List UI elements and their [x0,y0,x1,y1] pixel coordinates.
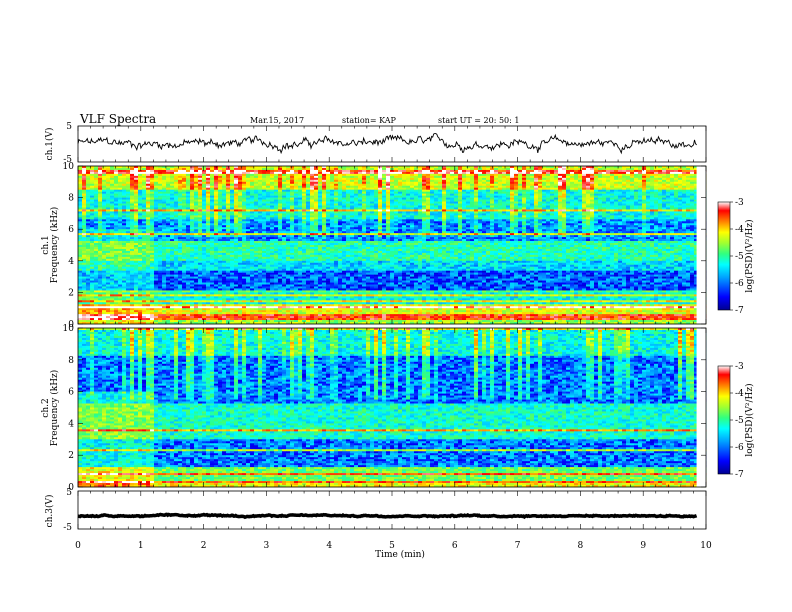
ch1-ytick-bottom: -5 [63,155,72,165]
ch3-waveform-ylabel: ch.3(V) [44,495,55,528]
time-tick-label: 1 [138,541,144,551]
station-text: station= KAP [342,116,397,125]
ch3-waveform-panel: 5 -5 ch.3(V) [44,488,707,533]
ch3-ytick-bottom: -5 [63,523,72,533]
freq-tick-label: 0 [68,483,74,493]
ch1-waveform-panel: 5 -5 ch.1(V) [44,122,707,165]
colorbar-tick-label: -5 [735,252,744,262]
freq-tick-label: 8 [68,194,74,204]
freq-tick-label: 8 [68,356,74,366]
ch2-colorbar [717,365,731,475]
colorbar-tick-label: -6 [735,443,744,453]
time-tick-label: 5 [389,541,395,551]
time-tick-label: 6 [452,541,458,551]
ch1-waveform-ylabel: ch.1(V) [44,128,55,161]
colorbar-tick-label: -4 [735,389,744,399]
figure-title: VLF Spectra [79,112,156,126]
freq-tick-label: 10 [63,324,75,334]
time-tick-label: 4 [326,541,332,551]
ch3-waveform-line [77,512,698,520]
time-axis-label: Time (min) [375,549,425,560]
ch2-spectrogram-ylabel: Frequency (kHz) [49,370,60,447]
ch1-spectrogram-prefix: ch.1 [41,235,51,254]
ch1-colorbar [717,201,731,311]
ch2-spectrogram-prefix: ch.2 [41,398,51,417]
time-tick-label: 0 [75,541,81,551]
freq-tick-label: 2 [68,451,74,461]
time-tick-label: 9 [640,541,646,551]
freq-tick-label: 4 [68,419,74,429]
date-text: Mar.15, 2017 [250,116,304,125]
freq-tick-label: 6 [68,225,74,235]
freq-tick-label: 0 [68,320,74,330]
ch1-waveform-line [77,133,697,155]
ch1-ytick-top: 5 [66,122,72,132]
time-tick-label: 3 [264,541,270,551]
time-tick-label: 10 [700,541,712,551]
freq-tick-label: 10 [63,162,75,172]
colorbar-tick-label: -3 [735,198,744,208]
time-tick-label: 8 [578,541,584,551]
ch1-spectrogram-ylabel: Frequency (kHz) [49,207,60,284]
time-tick-label: 2 [201,541,207,551]
time-tick-label: 7 [515,541,521,551]
freq-tick-label: 6 [68,388,74,398]
colorbar-tick-label: -4 [735,225,744,235]
ch2-spectrogram-image [78,328,707,488]
ch2-colorbar-label: log(PSD)(V²/Hz) [744,383,755,456]
colorbar-tick-label: -5 [735,416,744,426]
ch1-colorbar-label: log(PSD)(V²/Hz) [744,219,755,292]
colorbar-tick-label: -7 [735,470,744,480]
ch3-ytick-top: 5 [66,488,72,498]
freq-tick-label: 4 [68,257,74,267]
time-axis: 0 1 2 3 4 5 6 7 8 9 10 [75,541,712,551]
ch1-spectrogram-image [78,166,707,325]
freq-tick-label: 2 [68,288,74,298]
colorbar-tick-label: -3 [735,362,744,372]
start-time-text: start UT = 20: 50: 1 [438,116,519,125]
colorbar-tick-label: -6 [735,279,744,289]
colorbar-tick-label: -7 [735,306,744,316]
